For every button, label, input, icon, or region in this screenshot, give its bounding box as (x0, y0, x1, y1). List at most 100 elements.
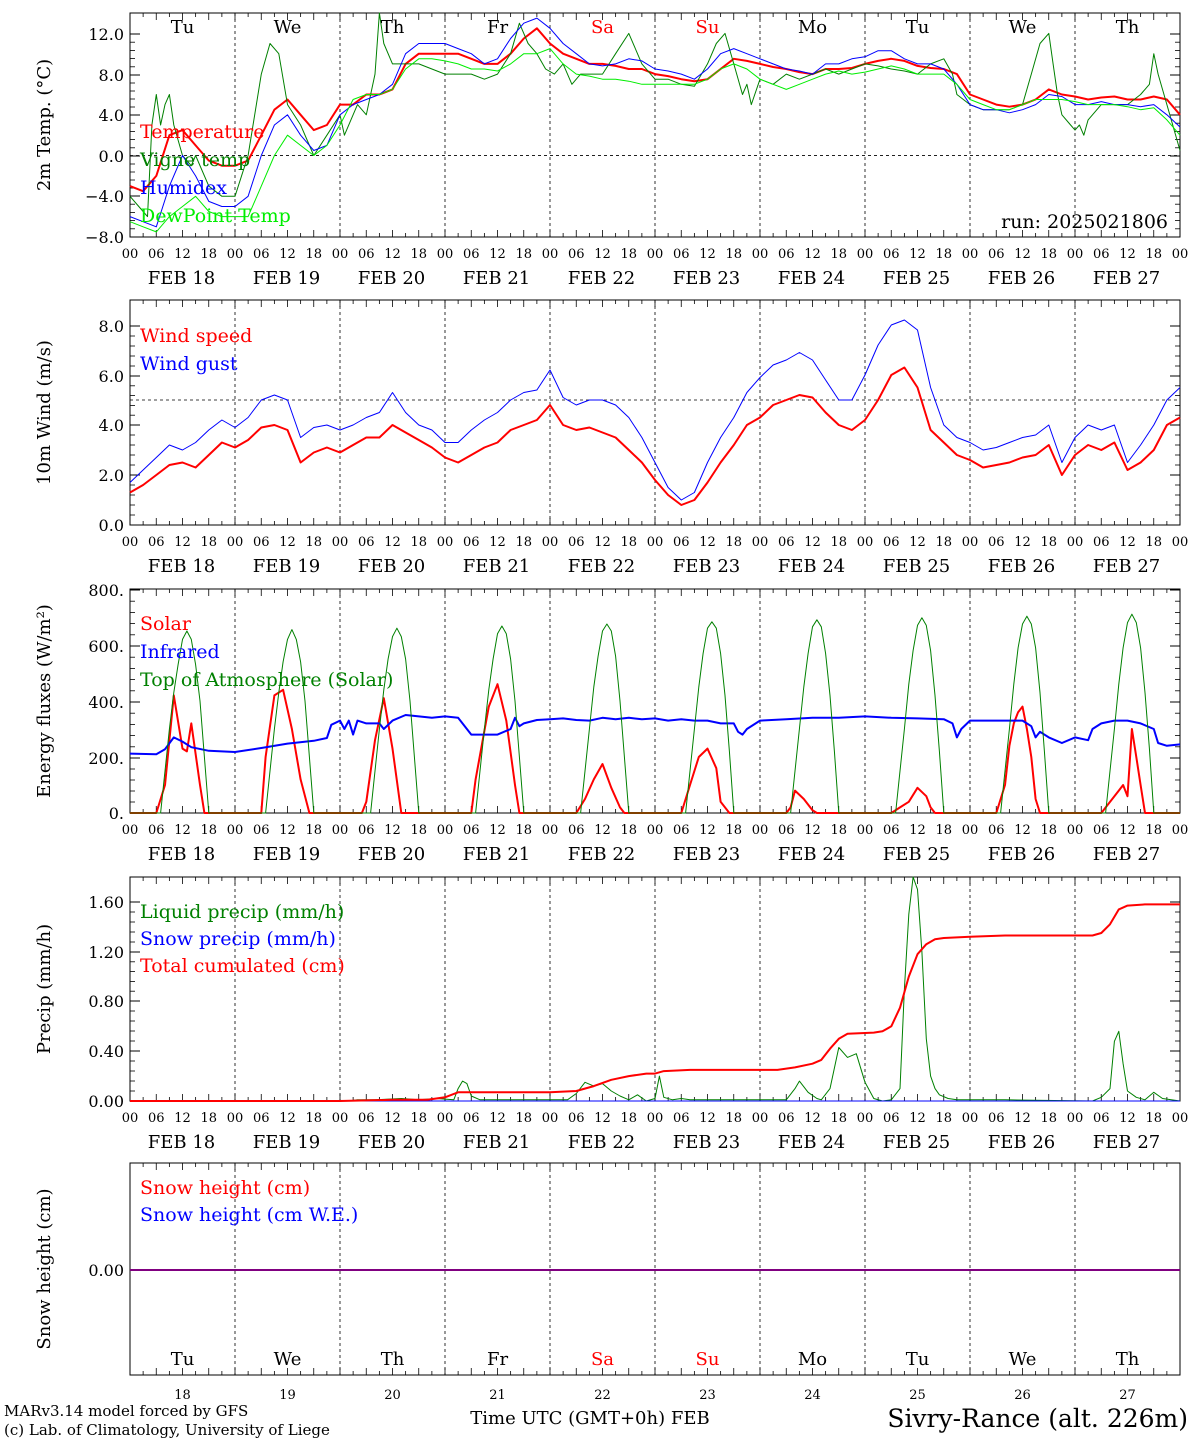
temp-date-label: FEB 18 (148, 268, 215, 289)
temp-date-label: FEB 21 (463, 268, 530, 289)
precip-date-label: FEB 18 (148, 1132, 215, 1153)
precip-legend-entry: Total cumulated (cm) (140, 955, 345, 977)
flux-hour-label: 12 (1119, 823, 1136, 838)
flux-hour-label: 12 (804, 823, 821, 838)
precip-hour-label: 12 (279, 1111, 296, 1126)
wind-date-label: FEB 25 (883, 556, 950, 577)
snow-day-of-week: Th (381, 1349, 405, 1370)
precip-date-label: FEB 27 (1093, 1132, 1160, 1153)
flux-date-label: FEB 26 (988, 844, 1055, 865)
precip-hour-label: 18 (200, 1111, 217, 1126)
wind-hour-label: 18 (620, 535, 637, 550)
temp-hour-label: 06 (778, 247, 795, 262)
precip-hour-label: 06 (148, 1111, 165, 1126)
flux-y-tick-label: 800. (88, 581, 124, 600)
temp-day-of-week: Th (1116, 17, 1140, 38)
precip-hour-label: 00 (962, 1111, 979, 1126)
temp-day-of-week: Tu (171, 17, 195, 38)
precip-hour-label: 18 (1040, 1111, 1057, 1126)
wind-hour-label: 18 (515, 535, 532, 550)
wind-hour-label: 06 (988, 535, 1005, 550)
snow-day-of-week: Sa (591, 1349, 614, 1370)
lab-credit: (c) Lab. of Climatology, University of L… (4, 1421, 330, 1439)
flux-hour-label: 18 (620, 823, 637, 838)
temp-hour-label: 18 (725, 247, 742, 262)
precip-hour-label: 18 (935, 1111, 952, 1126)
precip-hour-label: 06 (673, 1111, 690, 1126)
flux-hour-label: 06 (463, 823, 480, 838)
flux-legend-entry: Top of Atmosphere (Solar) (140, 669, 393, 691)
precip-hour-label: 18 (725, 1111, 742, 1126)
precip-legend-entry: Liquid precip (mm/h) (140, 901, 344, 923)
temp-y-tick-label: 8.0 (99, 66, 124, 85)
wind-series-wind-gust (129, 319, 1181, 501)
wind-hour-label: 12 (174, 535, 191, 550)
day-number: 22 (594, 1388, 611, 1403)
wind-hour-label: 18 (1040, 535, 1057, 550)
temp-hour-label: 18 (200, 247, 217, 262)
precip-hour-label: 12 (1119, 1111, 1136, 1126)
precip-hour-label: 00 (437, 1111, 454, 1126)
flux-hour-label: 18 (410, 823, 427, 838)
wind-hour-label: 06 (1093, 535, 1110, 550)
wind-hour-label: 12 (489, 535, 506, 550)
temp-date-label: FEB 20 (358, 268, 425, 289)
temp-hour-label: 06 (358, 247, 375, 262)
precip-series-total-cumulated-cm- (130, 903, 1180, 1102)
station-label: Sivry-Rance (alt. 226m) (887, 1404, 1188, 1433)
temp-hour-label: 00 (752, 247, 769, 262)
flux-hour-label: 18 (1040, 823, 1057, 838)
wind-hour-label: 06 (568, 535, 585, 550)
temp-hour-label: 12 (1014, 247, 1031, 262)
temp-hour-label: 12 (489, 247, 506, 262)
temp-hour-label: 12 (384, 247, 401, 262)
wind-y-tick-label: 4.0 (99, 416, 124, 435)
wind-hour-label: 00 (647, 535, 664, 550)
temp-hour-label: 12 (909, 247, 926, 262)
precip-hour-label: 00 (1067, 1111, 1084, 1126)
flux-y-tick-label: 0. (109, 804, 124, 823)
precip-date-label: FEB 21 (463, 1132, 530, 1153)
temp-hour-label: 00 (1067, 247, 1084, 262)
flux-date-label: FEB 19 (253, 844, 320, 865)
temp-legend-entry: DewPoint Temp (140, 205, 291, 227)
flux-hour-label: 06 (568, 823, 585, 838)
temp-day-of-week: We (1009, 17, 1037, 38)
wind-date-label: FEB 26 (988, 556, 1055, 577)
temp-hour-label: 06 (253, 247, 270, 262)
temp-hour-label: 06 (148, 247, 165, 262)
precip-date-label: FEB 26 (988, 1132, 1055, 1153)
temp-day-of-week: Su (696, 17, 720, 38)
wind-hour-label: 12 (909, 535, 926, 550)
flux-hour-label: 06 (883, 823, 900, 838)
wind-hour-label: 00 (1067, 535, 1084, 550)
snow-y-axis-label: Snow height (cm) (34, 1188, 55, 1349)
temp-day-of-week: Sa (591, 17, 614, 38)
wind-y-tick-label: 8.0 (99, 317, 124, 336)
wind-hour-label: 18 (200, 535, 217, 550)
temp-date-label: FEB 24 (778, 268, 845, 289)
temp-hour-label: 00 (332, 247, 349, 262)
snow-day-of-week: Fr (487, 1349, 508, 1370)
temp-hour-label: 00 (962, 247, 979, 262)
flux-hour-label: 12 (489, 823, 506, 838)
day-number: 20 (384, 1388, 401, 1403)
day-number: 23 (699, 1388, 716, 1403)
wind-hour-label: 12 (699, 535, 716, 550)
wind-date-label: FEB 24 (778, 556, 845, 577)
day-number: 21 (489, 1388, 506, 1403)
flux-date-label: FEB 21 (463, 844, 530, 865)
snow-legend-entry: Snow height (cm) (140, 1177, 310, 1199)
temp-y-tick-label: 4.0 (99, 106, 124, 125)
temp-hour-label: 12 (174, 247, 191, 262)
temp-hour-label: 00 (647, 247, 664, 262)
day-number: 25 (909, 1388, 926, 1403)
flux-hour-label: 00 (1067, 823, 1084, 838)
precip-legend-entry: Snow precip (mm/h) (140, 928, 336, 950)
temp-y-axis-label: 2m Temp. (°C) (34, 59, 55, 191)
temp-y-tick-label: −8.0 (85, 228, 124, 247)
snow-day-of-week: Th (1116, 1349, 1140, 1370)
temp-series-humidex (129, 17, 1181, 228)
x-axis-label: Time UTC (GMT+0h) FEB (470, 1408, 709, 1429)
flux-date-label: FEB 23 (673, 844, 740, 865)
